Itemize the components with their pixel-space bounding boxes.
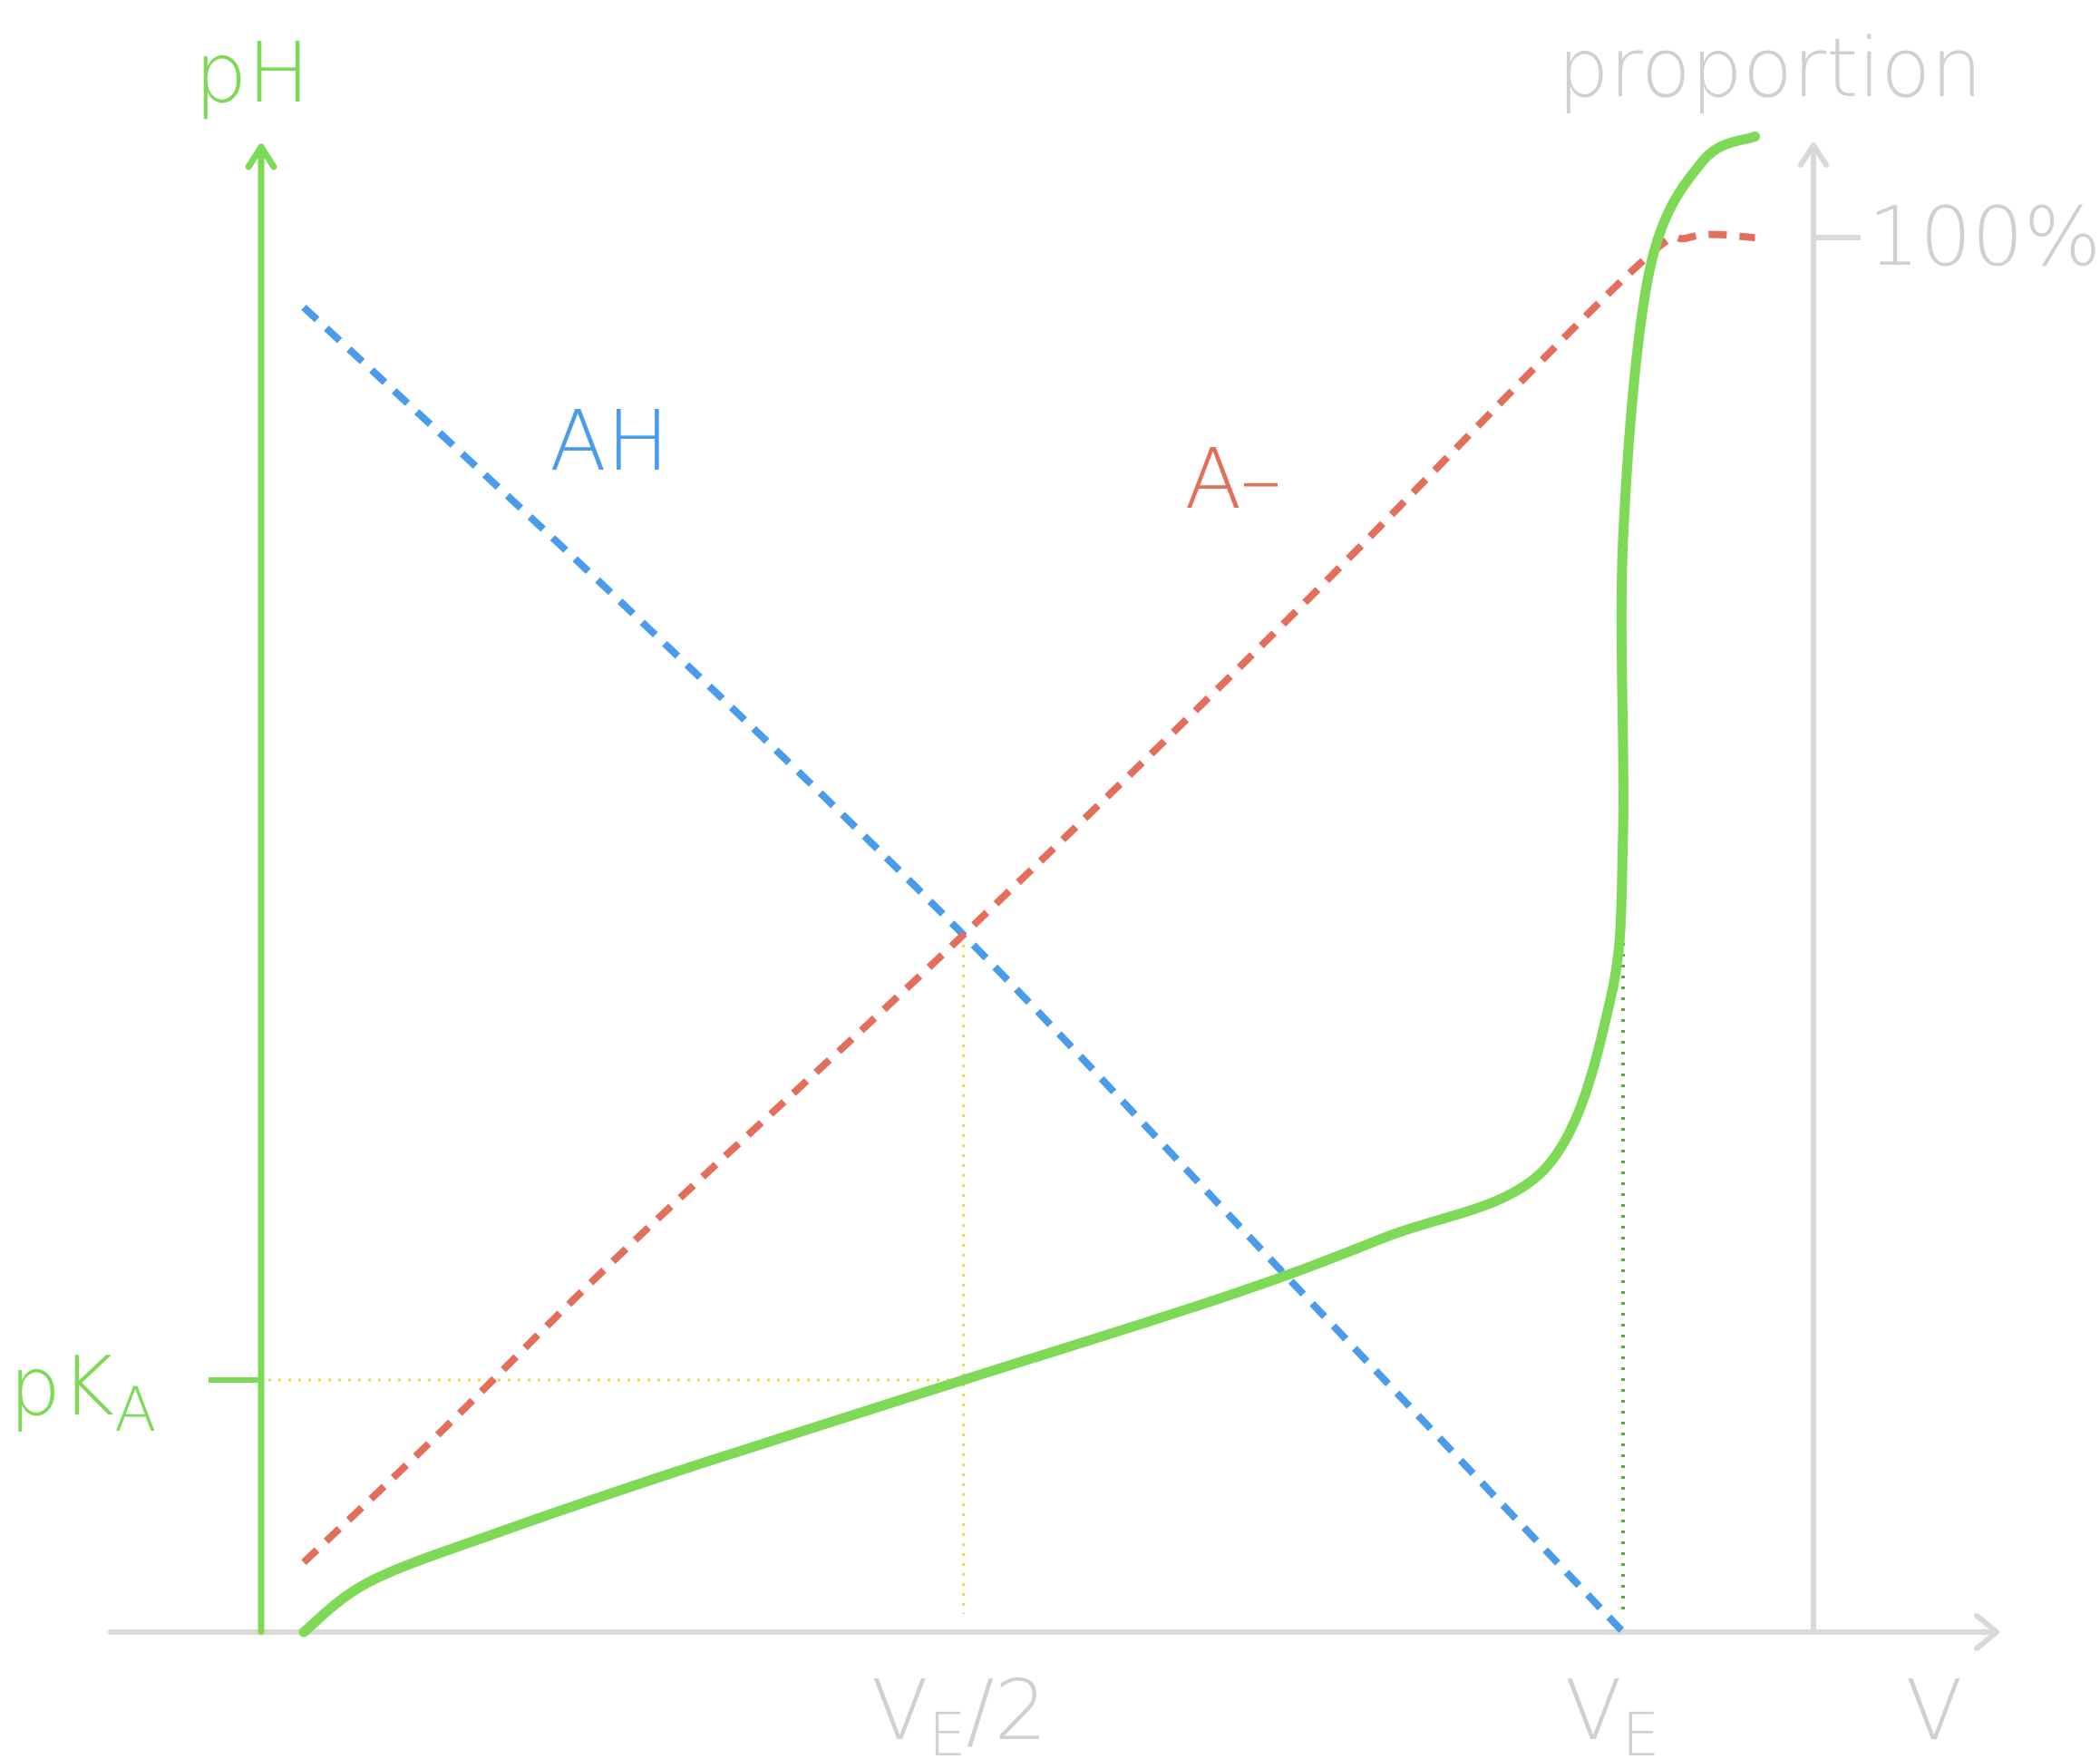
ve-label-sub: E [1622, 1700, 1660, 1759]
ve-label: VE [1565, 1662, 1660, 1759]
series-label-a-minus: A– [1185, 431, 1282, 528]
ph-axis-label: pH [194, 24, 310, 121]
v-axis-label: V [1906, 1662, 1963, 1759]
ve-half-label-main: V [871, 1662, 928, 1759]
pka-label-main: pK [9, 1339, 114, 1434]
proportion-axis-label: proportion [1558, 21, 1983, 116]
ve-label-main: V [1565, 1662, 1622, 1759]
x-axis-arrow [1974, 1613, 1999, 1651]
guides-layer [268, 780, 1625, 1614]
ve-half-label-suffix: /2 [967, 1662, 1048, 1759]
series-a-minus-line [301, 230, 1755, 1565]
ph-axis-arrow [245, 143, 277, 170]
series-ph-line [298, 131, 1760, 1638]
ve-half-label-sub: E [928, 1700, 967, 1759]
pka-label-sub: A [114, 1375, 157, 1446]
pka-label: pKA [9, 1339, 157, 1446]
series-ah-line [301, 304, 1626, 1635]
hundred-percent-label: 100% [1868, 190, 2100, 285]
proportion-axis-arrow [1798, 142, 1829, 168]
curves-layer [298, 131, 1760, 1638]
ve-half-label: VE/2 [871, 1662, 1047, 1759]
series-label-ah: AH [549, 393, 669, 490]
